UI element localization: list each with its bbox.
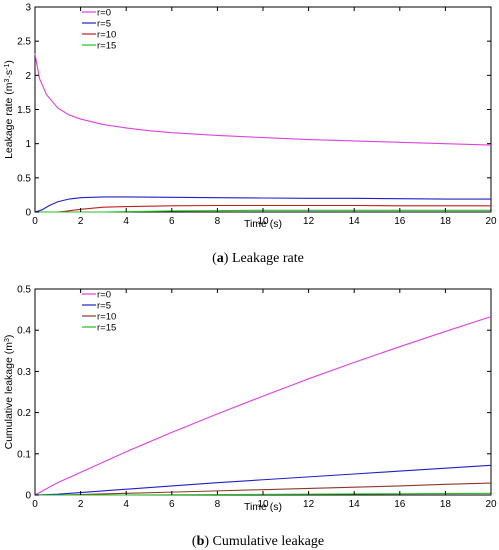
x-tick-label: 0: [32, 216, 38, 227]
legend: r=0r=5r=10r=15: [82, 290, 116, 334]
x-tick-label: 18: [440, 499, 452, 510]
figure-caption: (b) Cumulative leakage: [192, 534, 324, 549]
x-tick-label: 20: [485, 499, 497, 510]
x-axis-label: Time (s): [244, 218, 282, 230]
y-tick-label: 0.2: [17, 408, 31, 419]
series-line-r-0: [34, 53, 492, 146]
y-tick-label: 2: [25, 71, 31, 82]
y-tick-label: 3: [25, 3, 31, 14]
x-tick-label: 12: [303, 216, 315, 227]
figure-caption: (a) Leakage rate: [212, 251, 304, 266]
y-tick-label: 0: [25, 491, 31, 502]
x-axis-label: Time (s): [244, 501, 282, 513]
x-tick-label: 12: [303, 499, 315, 510]
legend-label: r=5: [97, 301, 111, 312]
y-tick-label: 0: [25, 208, 31, 219]
legend: r=0r=5r=10r=15: [82, 8, 116, 52]
x-tick-label: 16: [394, 216, 406, 227]
plot-area: [34, 288, 492, 496]
x-tick-label: 0: [32, 499, 38, 510]
y-tick-label: 2.5: [17, 37, 31, 48]
legend-label: r=5: [97, 19, 111, 30]
y-tick-label: 0.1: [17, 449, 31, 460]
x-tick-label: 8: [215, 499, 221, 510]
series-line-r-0: [34, 316, 492, 496]
legend-label: r=0: [97, 8, 111, 19]
x-tick-label: 14: [349, 216, 361, 227]
x-tick-label: 4: [123, 499, 129, 510]
x-tick-label: 20: [485, 216, 497, 227]
legend-label: r=15: [97, 323, 116, 334]
plot-area: [34, 6, 492, 213]
cumulative-leakage-chart: 0 2 4 6 8 10 12 14 16 18 20 00.10.20.30.40.5 r=0r=…: [3, 285, 497, 550]
x-tick-label: 14: [349, 499, 361, 510]
x-tick-label: 8: [215, 216, 221, 227]
legend-label: r=10: [97, 312, 116, 323]
y-tick-label: 1: [25, 139, 31, 150]
y-tick-label: 0.3: [17, 367, 31, 378]
legend-label: r=0: [97, 290, 111, 301]
leakage-rate-chart: 0 2 4 6 8 10 12 14 16 18 20 00.511.522.53 r=0r=5r=…: [3, 3, 497, 267]
y-axis-label: Cumulative leakage (m3): [3, 335, 15, 450]
x-tick-label: 16: [394, 499, 406, 510]
series-line-r-5: [34, 196, 491, 213]
x-tick-label: 10: [257, 216, 269, 227]
y-tick-label: 0.5: [17, 285, 31, 296]
x-tick-label: 2: [78, 216, 84, 227]
series-line-r-10: [35, 204, 491, 213]
y-tick-label: 0.4: [17, 326, 31, 337]
x-tick-label: 4: [123, 216, 129, 227]
legend-label: r=10: [97, 30, 116, 41]
y-tick-label: 1.5: [17, 105, 31, 116]
x-tick-label: 6: [169, 499, 175, 510]
y-axis-label: Leakage rate (m3·s-1): [3, 60, 15, 159]
x-tick-label: 18: [440, 216, 452, 227]
x-tick-label: 2: [78, 499, 84, 510]
y-tick-label: 0.5: [17, 173, 31, 184]
x-tick-label: 6: [169, 216, 175, 227]
series-line-r-5: [34, 464, 492, 496]
x-tick-label: 10: [257, 499, 269, 510]
legend-label: r=15: [97, 41, 116, 52]
